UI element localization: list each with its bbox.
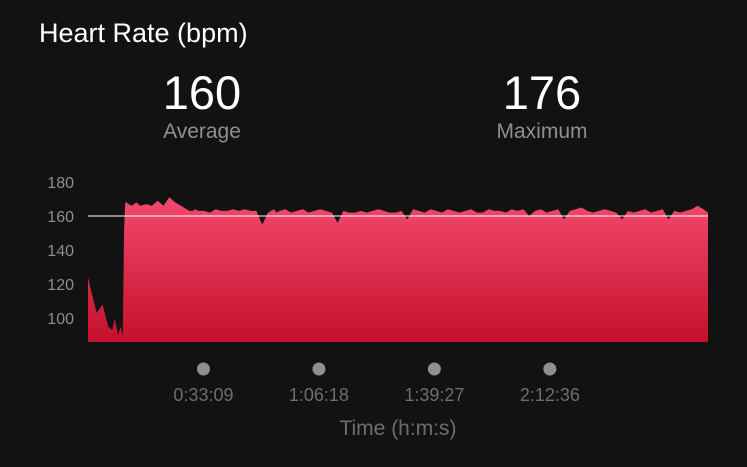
y-tick-label: 160 bbox=[47, 209, 74, 226]
x-axis-ticks: 0:33:09 1:06:18 1:39:27 2:12:36 bbox=[173, 362, 580, 405]
x-tick-marker[interactable] bbox=[312, 362, 326, 376]
average-stat: 160 Average bbox=[112, 66, 292, 144]
average-label: Average bbox=[163, 120, 241, 143]
y-tick-label: 140 bbox=[47, 243, 74, 260]
maximum-stat: 176 Maximum bbox=[452, 66, 632, 144]
x-tick-marker[interactable] bbox=[543, 362, 557, 376]
maximum-value: 176 bbox=[502, 66, 582, 119]
x-tick-marker[interactable] bbox=[427, 362, 441, 376]
average-value: 160 bbox=[162, 66, 242, 119]
x-tick-label: 1:06:18 bbox=[289, 385, 349, 405]
x-tick-label: 1:39:27 bbox=[404, 385, 464, 405]
y-tick-label: 100 bbox=[47, 311, 74, 328]
x-tick-label: 2:12:36 bbox=[520, 385, 580, 405]
maximum-label: Maximum bbox=[496, 120, 588, 143]
x-tick-label: 0:33:09 bbox=[173, 385, 233, 405]
heart-rate-area bbox=[88, 197, 708, 342]
x-tick-marker[interactable] bbox=[196, 362, 210, 376]
y-axis-ticks: 100 120 140 160 180 bbox=[47, 175, 74, 328]
x-axis-label: Time (h:m:s) bbox=[339, 417, 456, 440]
y-tick-label: 120 bbox=[47, 277, 74, 294]
chart-title: Heart Rate (bpm) bbox=[39, 18, 248, 48]
y-tick-label: 180 bbox=[47, 175, 74, 192]
